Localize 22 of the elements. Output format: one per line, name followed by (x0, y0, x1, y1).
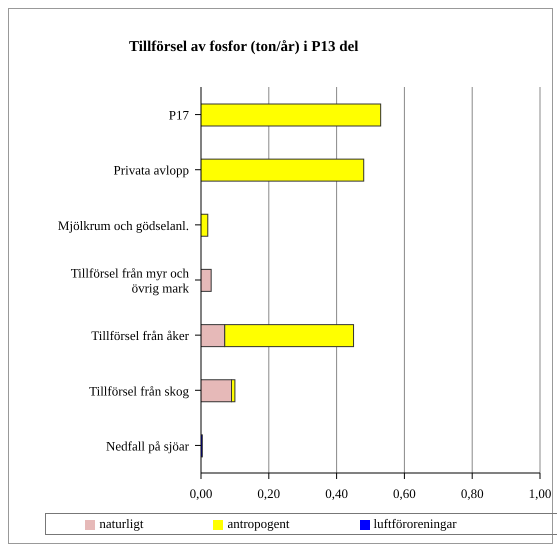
x-tick-label: 0,20 (257, 486, 280, 502)
x-tick-label: 0,00 (190, 486, 212, 502)
y-tick-label: Tillförsel från myr och övrig mark (70, 265, 190, 295)
legend-label: luftföroreningar (374, 516, 457, 531)
x-tick-label: 1,00 (528, 486, 552, 502)
y-tick-label: P17 (168, 107, 190, 122)
legend-label: naturligt (99, 516, 144, 531)
y-tick-label: Privata avlopp (114, 162, 189, 178)
bar (201, 214, 208, 237)
bar (201, 158, 364, 182)
bar (201, 379, 232, 402)
y-tick-label: Tillförsel från åker (91, 328, 190, 343)
x-tick-label: 0,40 (325, 486, 348, 502)
bar (201, 104, 382, 126)
y-tick-label: Tillförsel från skog (89, 382, 190, 398)
y-tick-label: Nedfall på sjöar (106, 438, 190, 453)
x-tick-label: 0,60 (393, 486, 416, 502)
chart-title: Tillförsel av fosfor (ton/år) i P13 del (129, 39, 358, 56)
bar (201, 268, 212, 292)
legend-label: antropogent (227, 516, 290, 531)
x-tick-label: 0,80 (460, 486, 484, 502)
y-tick-label: Mjölkrum och gödselanl. (58, 217, 189, 232)
